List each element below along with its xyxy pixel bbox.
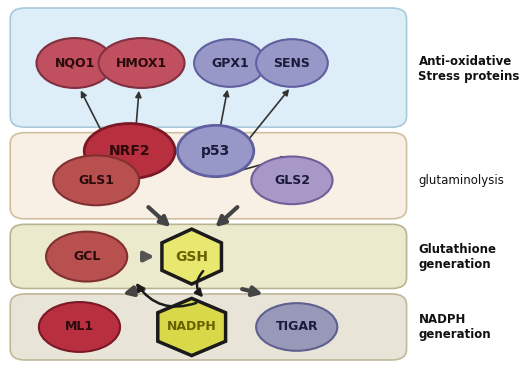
Ellipse shape (177, 125, 254, 177)
Text: Anti-oxidative
Stress proteins: Anti-oxidative Stress proteins (418, 54, 520, 82)
Ellipse shape (256, 303, 338, 351)
Text: Glutathione
generation: Glutathione generation (418, 243, 497, 271)
Text: GLS2: GLS2 (274, 174, 310, 187)
Ellipse shape (53, 155, 139, 205)
Text: NADPH
generation: NADPH generation (418, 313, 491, 341)
Ellipse shape (256, 39, 328, 87)
Text: GSH: GSH (175, 250, 208, 263)
FancyBboxPatch shape (10, 294, 407, 360)
FancyBboxPatch shape (10, 133, 407, 219)
Ellipse shape (98, 38, 185, 88)
Ellipse shape (39, 302, 120, 352)
Text: NQO1: NQO1 (54, 57, 95, 70)
Ellipse shape (46, 232, 127, 282)
Text: TIGAR: TIGAR (276, 321, 318, 333)
Ellipse shape (37, 38, 113, 88)
FancyBboxPatch shape (10, 8, 407, 127)
Ellipse shape (194, 39, 266, 87)
Text: p53: p53 (201, 144, 230, 158)
Text: ML1: ML1 (65, 321, 94, 333)
Text: GPX1: GPX1 (211, 57, 249, 70)
FancyBboxPatch shape (10, 224, 407, 289)
Text: NADPH: NADPH (167, 321, 216, 333)
Text: SENS: SENS (273, 57, 311, 70)
Text: GCL: GCL (73, 250, 101, 263)
Text: NRF2: NRF2 (109, 144, 150, 158)
Text: GLS1: GLS1 (78, 174, 114, 187)
Ellipse shape (251, 156, 333, 204)
Text: HMOX1: HMOX1 (116, 57, 167, 70)
Polygon shape (162, 229, 222, 284)
Text: glutaminolysis: glutaminolysis (418, 174, 504, 187)
Polygon shape (158, 298, 225, 355)
Ellipse shape (84, 124, 175, 178)
